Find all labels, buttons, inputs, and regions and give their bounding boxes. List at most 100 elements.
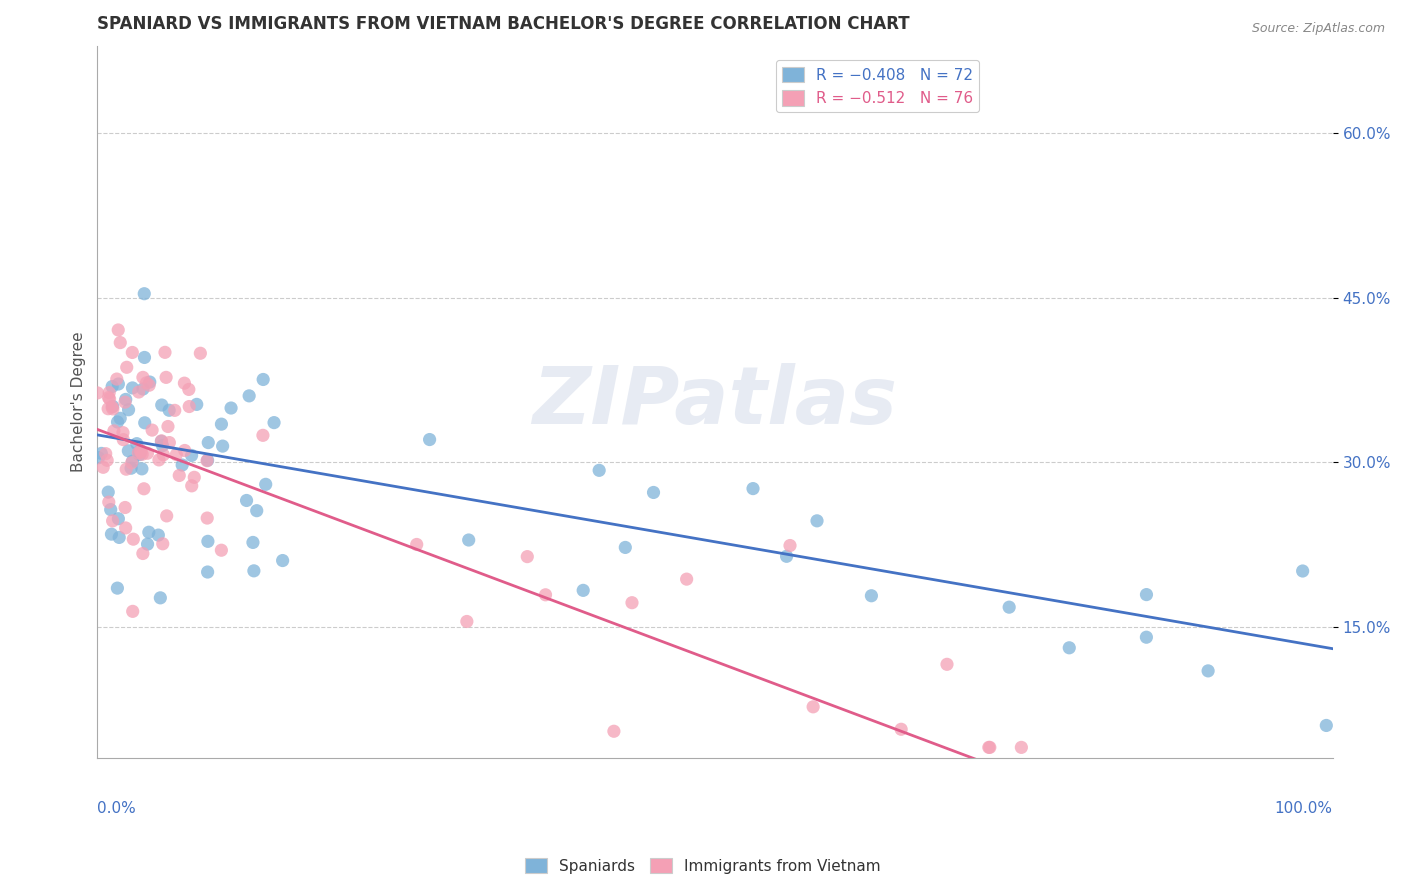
Point bbox=[675, 572, 697, 586]
Point bbox=[120, 461, 142, 475]
Point bbox=[129, 443, 152, 458]
Point bbox=[195, 511, 218, 525]
Y-axis label: Bachelor's Degree: Bachelor's Degree bbox=[72, 332, 86, 473]
Point bbox=[122, 532, 145, 546]
Point bbox=[121, 454, 143, 468]
Point bbox=[998, 600, 1021, 615]
Point bbox=[180, 449, 202, 463]
Point bbox=[131, 462, 153, 476]
Point bbox=[254, 477, 277, 491]
Point bbox=[456, 615, 478, 629]
Point bbox=[1057, 640, 1080, 655]
Point bbox=[97, 485, 120, 500]
Point bbox=[211, 439, 233, 453]
Point bbox=[128, 445, 150, 459]
Point bbox=[271, 553, 294, 567]
Point bbox=[100, 502, 122, 516]
Point bbox=[91, 460, 114, 475]
Point bbox=[150, 434, 173, 449]
Point bbox=[114, 500, 136, 515]
Point bbox=[131, 447, 153, 461]
Point bbox=[94, 447, 117, 461]
Point bbox=[173, 443, 195, 458]
Text: ZIPatlas: ZIPatlas bbox=[533, 363, 897, 441]
Point bbox=[1315, 718, 1337, 732]
Point bbox=[128, 384, 150, 399]
Point bbox=[136, 446, 159, 460]
Point bbox=[149, 591, 172, 605]
Point bbox=[197, 534, 219, 549]
Point bbox=[107, 512, 129, 526]
Point bbox=[136, 537, 159, 551]
Point bbox=[107, 323, 129, 337]
Point bbox=[108, 531, 131, 545]
Point bbox=[117, 443, 139, 458]
Point bbox=[115, 360, 138, 375]
Point bbox=[252, 428, 274, 442]
Point bbox=[129, 445, 152, 459]
Point bbox=[516, 549, 538, 564]
Point bbox=[742, 482, 765, 496]
Point bbox=[86, 385, 108, 400]
Point bbox=[112, 433, 135, 447]
Point bbox=[195, 453, 218, 467]
Text: SPANIARD VS IMMIGRANTS FROM VIETNAM BACHELOR'S DEGREE CORRELATION CHART: SPANIARD VS IMMIGRANTS FROM VIETNAM BACH… bbox=[97, 15, 910, 33]
Point bbox=[209, 543, 232, 558]
Point bbox=[110, 411, 132, 425]
Point bbox=[134, 286, 156, 301]
Point bbox=[1197, 664, 1219, 678]
Point bbox=[121, 456, 143, 470]
Point bbox=[156, 419, 179, 434]
Point bbox=[243, 564, 266, 578]
Point bbox=[132, 382, 155, 396]
Point bbox=[238, 389, 260, 403]
Point bbox=[979, 740, 1001, 755]
Point bbox=[534, 588, 557, 602]
Point bbox=[98, 385, 121, 400]
Point bbox=[405, 537, 427, 551]
Point bbox=[115, 462, 138, 476]
Point bbox=[138, 378, 160, 392]
Point bbox=[1135, 588, 1157, 602]
Point bbox=[101, 401, 124, 416]
Point bbox=[153, 345, 176, 359]
Point bbox=[111, 425, 134, 440]
Point bbox=[107, 377, 129, 392]
Point bbox=[156, 508, 179, 523]
Point bbox=[101, 400, 124, 414]
Point bbox=[132, 370, 155, 384]
Point bbox=[90, 446, 112, 460]
Point bbox=[101, 514, 124, 528]
Text: Source: ZipAtlas.com: Source: ZipAtlas.com bbox=[1251, 22, 1385, 36]
Point bbox=[779, 539, 801, 553]
Point bbox=[252, 372, 274, 386]
Point bbox=[132, 547, 155, 561]
Point bbox=[572, 583, 595, 598]
Point bbox=[138, 525, 160, 540]
Point bbox=[105, 581, 128, 595]
Point bbox=[121, 345, 143, 359]
Point bbox=[620, 596, 643, 610]
Point bbox=[100, 527, 122, 541]
Point bbox=[242, 535, 264, 549]
Point bbox=[165, 448, 187, 462]
Point bbox=[179, 400, 201, 414]
Point bbox=[134, 416, 156, 430]
Point bbox=[98, 392, 121, 406]
Legend: R = −0.408   N = 72, R = −0.512   N = 76: R = −0.408 N = 72, R = −0.512 N = 76 bbox=[776, 61, 979, 112]
Point bbox=[1010, 740, 1032, 755]
Text: 100.0%: 100.0% bbox=[1275, 801, 1333, 816]
Point bbox=[132, 482, 155, 496]
Point bbox=[148, 453, 170, 467]
Point bbox=[114, 395, 136, 409]
Point bbox=[457, 533, 479, 547]
Point bbox=[127, 446, 149, 460]
Point bbox=[183, 470, 205, 484]
Point bbox=[246, 504, 269, 518]
Point bbox=[105, 372, 128, 386]
Point bbox=[614, 541, 637, 555]
Point bbox=[197, 435, 219, 450]
Point bbox=[890, 723, 912, 737]
Point bbox=[197, 453, 219, 467]
Point bbox=[103, 424, 125, 438]
